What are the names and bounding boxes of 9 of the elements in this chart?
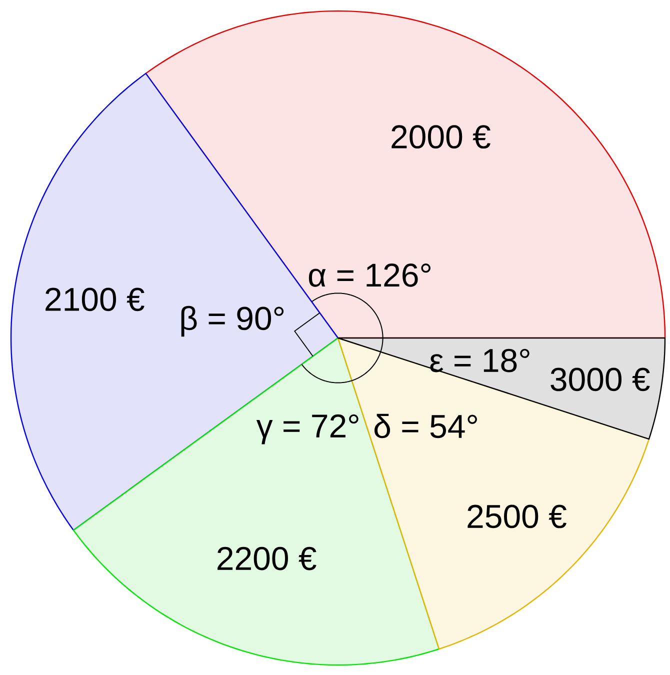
slice-label: 2200 €	[218, 546, 316, 570]
data-label: γ = 72°	[256, 414, 358, 444]
slice-label: 2500 €	[468, 504, 566, 528]
slice-label: 2100 €	[46, 288, 144, 312]
slice-label: 2000 €	[392, 125, 490, 149]
data-label: α = 126°	[308, 263, 430, 287]
data-label: δ = 54°	[374, 414, 477, 438]
slice-label: 3000 €	[550, 368, 650, 392]
data-label: β = 90°	[181, 306, 284, 337]
